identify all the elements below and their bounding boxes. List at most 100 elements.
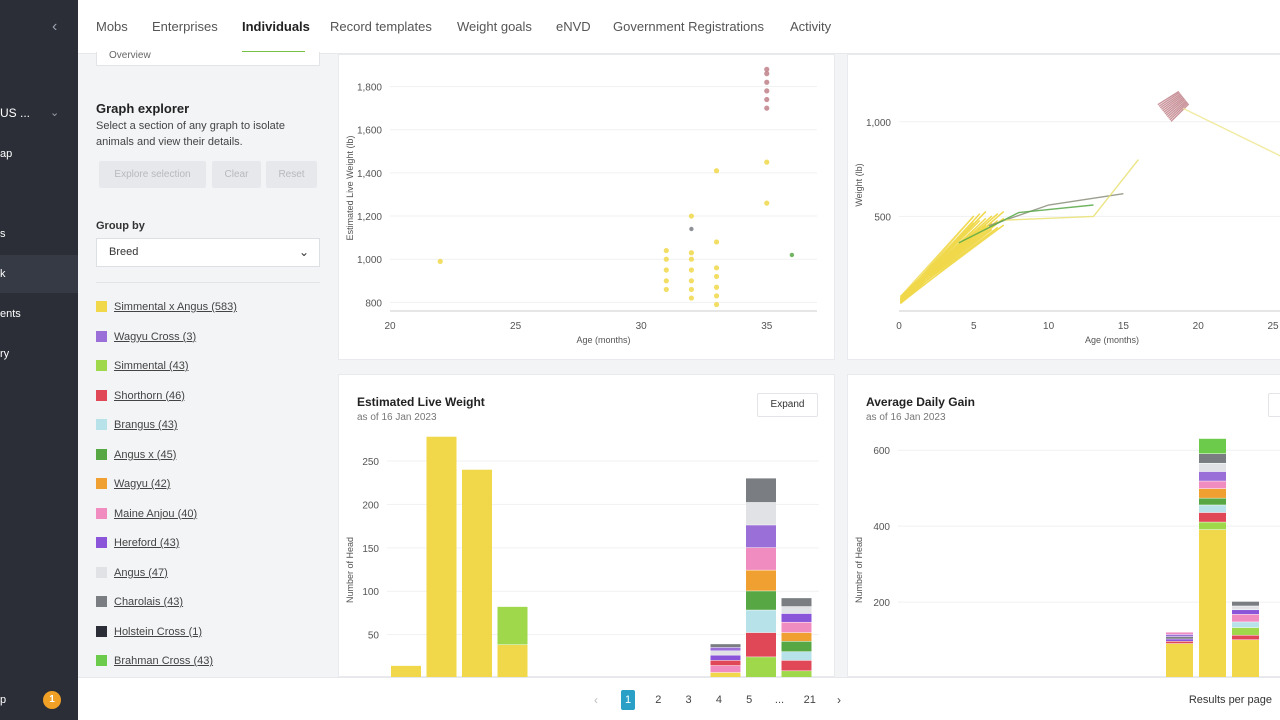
explore-selection-button[interactable]: Explore selection: [99, 161, 206, 188]
expand-button[interactable]: Expand: [757, 393, 818, 417]
bar-segment: [746, 547, 776, 570]
legend-swatch: [96, 566, 107, 578]
bar-segment: [1199, 498, 1226, 505]
scatter-point: [764, 79, 770, 85]
legend-label[interactable]: Angus (47): [114, 566, 168, 579]
legend-item[interactable]: Simmental x Angus (583): [96, 301, 237, 315]
scatter-chart[interactable]: 800 1,000 1,200 1,400 1,600 1,800 20 25 30 35 Age …: [339, 55, 836, 361]
legend-label[interactable]: Hereford (43): [114, 537, 180, 549]
legend-item[interactable]: Hereford (43): [96, 537, 179, 551]
legend-label[interactable]: Holstein Cross (1): [114, 625, 203, 638]
weight-line-chart-card: 500 1,000 0 5 10 15 20 25 Age (months) Weight (lb…: [847, 54, 1280, 360]
tab-activity[interactable]: Activity: [790, 19, 832, 34]
tab-government-registrations[interactable]: Government Registrations: [613, 19, 765, 34]
weight-trajectory-line: [1157, 90, 1180, 106]
legend-item[interactable]: Brangus (43): [96, 419, 178, 433]
tab-envd[interactable]: eNVD: [556, 19, 591, 34]
legend-item[interactable]: Maine Anjou (40): [96, 507, 198, 522]
tab-record-templates[interactable]: Record templates: [330, 19, 432, 34]
scatter-point: [713, 284, 720, 290]
legend-label[interactable]: Wagyu Cross (3): [114, 330, 197, 343]
average-daily-gain-chart[interactable]: 200 400 600 Number of Head: [848, 375, 1280, 678]
sidebar-item[interactable]: s: [0, 228, 6, 240]
notification-badge[interactable]: 1: [43, 691, 61, 709]
scatter-point: [789, 252, 795, 258]
chevron-down-icon: ⌄: [298, 245, 309, 259]
sidebar-item[interactable]: ap: [0, 148, 13, 160]
tab-weight-goals[interactable]: Weight goals: [457, 19, 532, 34]
legend-item[interactable]: Holstein Cross (1): [96, 625, 203, 640]
average-daily-gain-card: Average Daily Gain as of 16 Jan 2023 200…: [847, 374, 1280, 678]
legend-label[interactable]: Brangus (43): [114, 419, 178, 431]
bar-segment: [710, 647, 741, 651]
legend-label[interactable]: Wagyu (42): [114, 478, 171, 490]
legend-swatch: [96, 389, 107, 401]
chart-title: Estimated Live Weight: [357, 395, 485, 409]
results-per-page-label[interactable]: Results per page: [1188, 694, 1272, 706]
y-tick-label: 1,000: [357, 255, 382, 266]
x-tick-label: 35: [761, 321, 773, 332]
graph-explorer-description: Select a section of any graph to isolate…: [96, 120, 285, 148]
sidebar-item[interactable]: ents: [0, 308, 21, 320]
scatter-point: [713, 301, 720, 308]
bar-segment: [746, 610, 776, 633]
page-number[interactable]: 2: [655, 694, 662, 706]
legend-item[interactable]: Angus (47): [96, 566, 168, 581]
sidebar-item[interactable]: p: [0, 694, 7, 706]
chevron-left-icon[interactable]: ‹: [52, 18, 58, 35]
legend-item[interactable]: Wagyu Cross (3): [96, 330, 197, 345]
x-tick-label: 20: [384, 321, 396, 332]
legend-label[interactable]: Angus x (45): [114, 448, 177, 461]
legend-label[interactable]: Brahman Cross (43): [114, 655, 214, 667]
next-page-icon[interactable]: ›: [837, 693, 841, 707]
legend-label[interactable]: Shorthorn (46): [114, 389, 185, 402]
legend-label[interactable]: Maine Anjou (40): [114, 507, 198, 520]
expand-button[interactable]: [1268, 393, 1280, 417]
legend-item[interactable]: Wagyu (42): [96, 478, 170, 492]
legend-item[interactable]: Brahman Cross (43): [96, 655, 213, 669]
chart-subtitle: as of 16 Jan 2023: [357, 412, 437, 423]
page-number[interactable]: 5: [746, 694, 753, 706]
farm-selector-label[interactable]: US ...: [0, 106, 31, 120]
legend-item[interactable]: Angus x (45): [96, 448, 177, 463]
legend-item[interactable]: Shorthorn (46): [96, 389, 185, 404]
y-tick-label: 150: [362, 544, 379, 555]
legend-swatch: [96, 537, 107, 548]
bar-segment: [391, 665, 421, 678]
weight-trajectory-line: [900, 224, 1005, 303]
page-number[interactable]: 4: [715, 694, 722, 706]
chevron-down-icon[interactable]: ⌄: [50, 107, 60, 119]
bar-segment: [497, 606, 528, 645]
bar-segment: [746, 570, 776, 591]
bar-segment: [1199, 481, 1226, 489]
reset-button[interactable]: Reset: [266, 161, 317, 188]
y-tick-label: 200: [362, 500, 379, 511]
weight-trajectory-line: [1170, 103, 1190, 122]
y-tick-label: 1,800: [357, 83, 382, 94]
page-number[interactable]: 3: [685, 694, 692, 706]
tab-mobs[interactable]: Mobs: [96, 19, 128, 34]
legend-item[interactable]: Charolais (43): [96, 596, 183, 610]
weight-line-chart[interactable]: 500 1,000 0 5 10 15 20 25 Age (months) Weight (lb…: [848, 55, 1280, 361]
page-number[interactable]: ...: [774, 694, 785, 706]
sidebar-item[interactable]: ry: [0, 348, 10, 360]
tab-individuals[interactable]: Individuals: [242, 19, 310, 34]
y-tick-label: 1,600: [357, 126, 382, 137]
prev-page-icon[interactable]: ‹: [594, 693, 598, 707]
overview-dropdown[interactable]: Overview: [96, 51, 320, 66]
page-number[interactable]: 1: [621, 690, 635, 710]
page-number[interactable]: 21: [803, 694, 816, 706]
legend-label[interactable]: Simmental (43): [114, 360, 189, 372]
tab-enterprises[interactable]: Enterprises: [152, 19, 218, 34]
sidebar-item-active[interactable]: k: [0, 268, 6, 280]
bar-segment: [1199, 488, 1226, 498]
group-by-select[interactable]: Breed ⌄: [96, 238, 320, 267]
x-axis-label: Age (months): [1085, 335, 1139, 345]
estimated-live-weight-chart[interactable]: 50 100 150 200 250 Number of Head: [339, 375, 836, 678]
legend-label[interactable]: Charolais (43): [114, 596, 184, 608]
clear-button[interactable]: Clear: [212, 161, 261, 188]
legend-label[interactable]: Simmental x Angus (583): [114, 301, 237, 313]
scatter-point: [764, 105, 770, 111]
weight-trajectory-line: [1003, 159, 1139, 221]
legend-item[interactable]: Simmental (43): [96, 360, 189, 374]
